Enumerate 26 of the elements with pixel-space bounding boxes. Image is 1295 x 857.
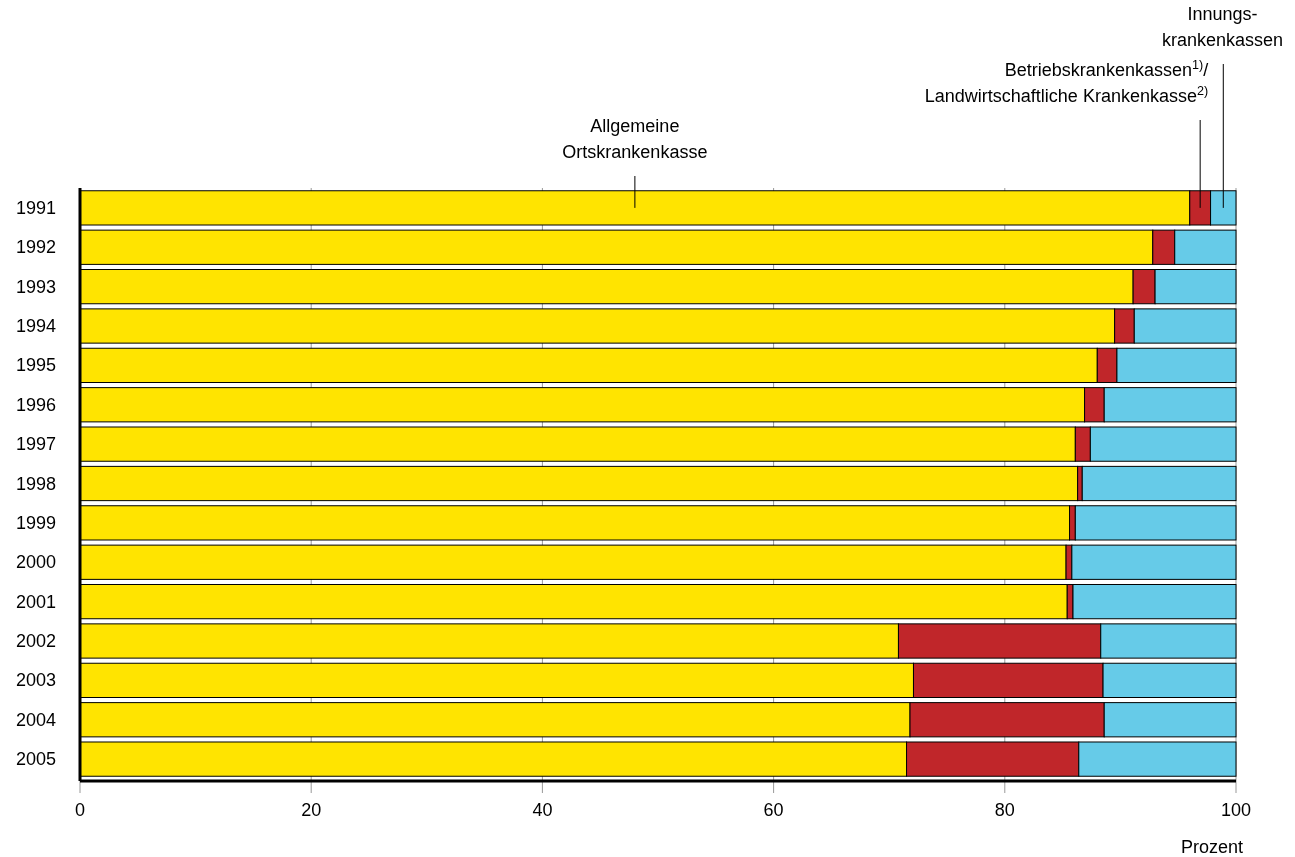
y-tick-label: 1994 bbox=[15, 316, 56, 337]
text: Innungs- krankenkassen bbox=[1162, 4, 1284, 50]
y-tick-label: 1996 bbox=[15, 394, 56, 415]
y-tick-label: 1995 bbox=[15, 355, 56, 376]
x-tick-label: 100 bbox=[1220, 800, 1252, 820]
y-tick-label: 1993 bbox=[15, 276, 56, 297]
x-tick-label: 20 bbox=[301, 800, 322, 820]
y-tick-label: 1997 bbox=[15, 434, 56, 455]
x-tick-label: 80 bbox=[994, 800, 1015, 820]
y-tick-label: 2005 bbox=[15, 749, 56, 770]
y-tick-label: 1998 bbox=[15, 473, 56, 494]
series-label: Allgemeine Ortskrankenkasse bbox=[562, 116, 708, 162]
x-tick-label: 40 bbox=[532, 800, 553, 820]
y-tick-label: 1999 bbox=[15, 512, 56, 533]
y-tick-label: 2003 bbox=[15, 670, 56, 691]
y-tick-label: 1992 bbox=[15, 237, 56, 258]
x-tick-label: 0 bbox=[74, 800, 86, 820]
x-tick-label: 60 bbox=[763, 800, 784, 820]
text: Betriebskrankenkassen$^{1)}$/ Landwirtschaftliche Krankenkasse$^{2)}$ bbox=[924, 58, 1209, 106]
x-axis-title: Prozent bbox=[1180, 837, 1243, 857]
y-tick-label: 2000 bbox=[15, 552, 56, 573]
y-tick-label: 2004 bbox=[15, 709, 56, 730]
y-tick-label: 2001 bbox=[15, 591, 56, 612]
y-tick-label: 1991 bbox=[15, 197, 56, 218]
y-tick-label: 2002 bbox=[15, 630, 56, 651]
bar bbox=[1081, 465, 1237, 502]
